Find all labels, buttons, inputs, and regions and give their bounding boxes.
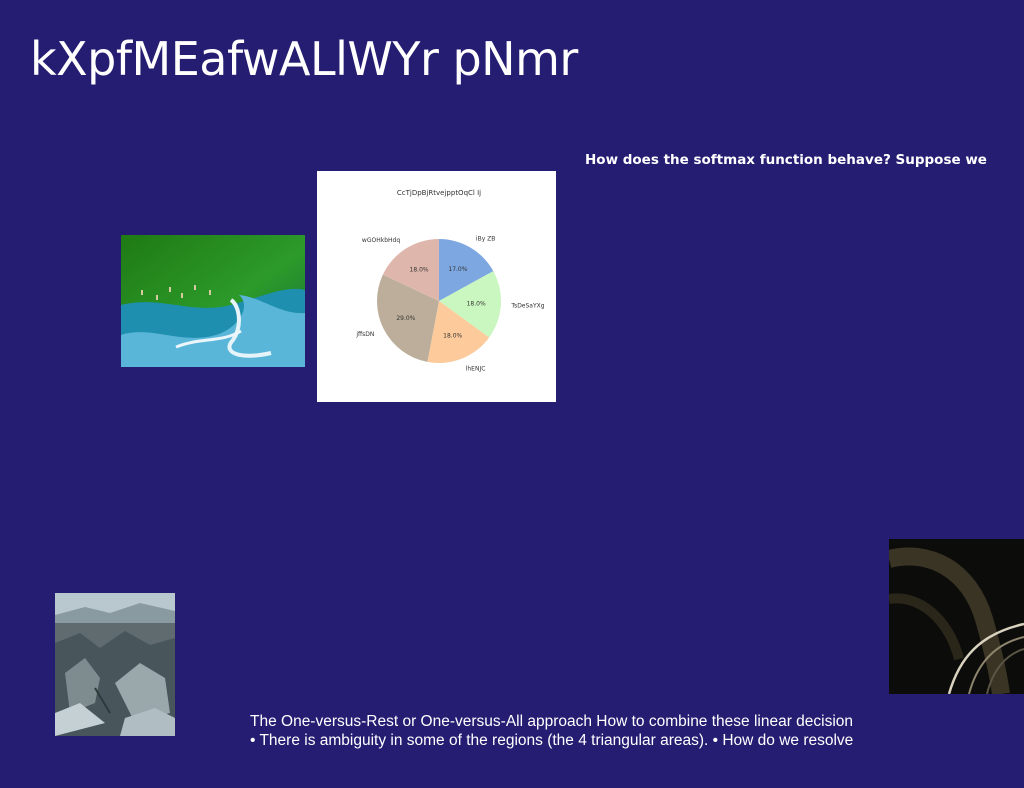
pie-slice-label: wGOHkbHdq: [362, 237, 400, 244]
pie-slice: [377, 274, 439, 362]
pie-chart: CcTjDpBjRtvejpptOqCl Ij 17.0% iBy ZB 18.0%…: [317, 171, 556, 402]
abstract-curves-image: [889, 539, 1024, 694]
pie-slice-label: jffsDN: [355, 331, 374, 338]
rocky-landscape-image: [55, 593, 175, 736]
pie-slice-label: TsDeSaYXg: [510, 303, 544, 310]
pie-slice: [382, 239, 439, 301]
slide-caption: The One-versus-Rest or One-versus-All ap…: [250, 712, 910, 750]
aerial-coast-image: [121, 235, 305, 367]
slide-title: kXpfMEafwALlWYr pNmr: [30, 32, 578, 86]
pie-slice: [427, 301, 490, 363]
pie-pct-label: 17.0%: [448, 266, 467, 273]
pie-pct-label: 29.0%: [396, 315, 415, 322]
caption-line-2: • There is ambiguity in some of the regi…: [250, 732, 854, 749]
pie-pct-label: 18.0%: [443, 333, 462, 340]
slide-question: How does the softmax function behave? Su…: [585, 152, 987, 168]
chart-title: CcTjDpBjRtvejpptOqCl Ij: [397, 189, 481, 197]
pie-slice: [439, 271, 501, 338]
pie-pct-label: 18.0%: [467, 300, 486, 307]
pie-slice-label: iBy ZB: [476, 236, 495, 243]
pie-pct-label: 18.0%: [410, 267, 429, 274]
pie-slice: [439, 239, 494, 301]
pie-slice-label: lhENJC: [466, 365, 486, 372]
caption-line-1: The One-versus-Rest or One-versus-All ap…: [250, 713, 854, 730]
